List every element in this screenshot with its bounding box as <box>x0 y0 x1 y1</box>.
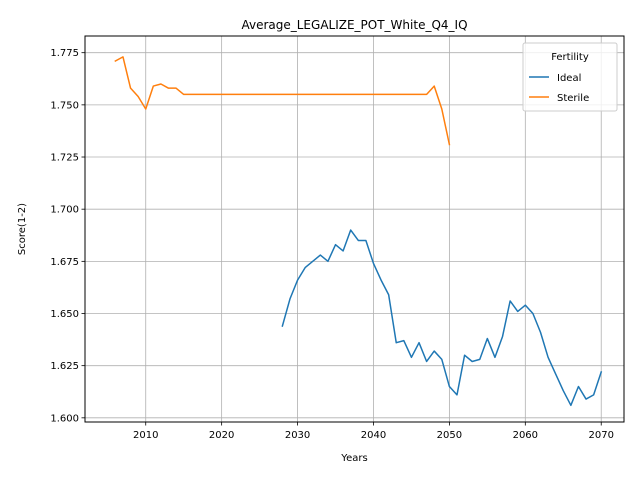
grid <box>85 36 624 422</box>
y-tick-label: 1.600 <box>50 413 79 424</box>
x-tick-label: 2040 <box>361 430 386 441</box>
legend-label-sterile: Sterile <box>557 93 589 104</box>
y-axis-title: Score(1-2) <box>17 203 28 255</box>
legend-title: Fertility <box>551 52 589 63</box>
x-tick-label: 2020 <box>209 430 234 441</box>
x-tick-label: 2060 <box>513 430 538 441</box>
x-tick-label: 2010 <box>133 430 158 441</box>
y-tick-label: 1.750 <box>50 100 79 111</box>
y-tick-label: 1.675 <box>50 257 79 268</box>
y-tick-label: 1.725 <box>50 153 79 164</box>
x-axis: 2010 2020 2030 2040 2050 2060 2070 <box>133 422 614 441</box>
y-tick-label: 1.700 <box>50 205 79 216</box>
plot-frame <box>84 35 625 423</box>
y-tick-label: 1.775 <box>50 48 79 59</box>
y-tick-label: 1.625 <box>50 361 79 372</box>
legend-box <box>522 42 618 112</box>
x-tick-label: 2070 <box>588 430 613 441</box>
y-axis: 1.600 1.625 1.650 1.675 1.700 1.725 1.750 1.775 <box>50 48 85 424</box>
series-line-ideal <box>281 229 603 407</box>
x-tick-label: 2030 <box>285 430 310 441</box>
legend-label-ideal: Ideal <box>557 73 581 84</box>
series-layer <box>114 56 603 407</box>
x-tick-label: 2050 <box>437 430 462 441</box>
legend: Fertility Ideal Sterile <box>522 42 618 112</box>
x-axis-title: Years <box>340 453 367 464</box>
series-line-sterile <box>114 56 451 146</box>
y-tick-label: 1.650 <box>50 309 79 320</box>
chart-title: Average_LEGALIZE_POT_White_Q4_IQ <box>241 18 467 32</box>
